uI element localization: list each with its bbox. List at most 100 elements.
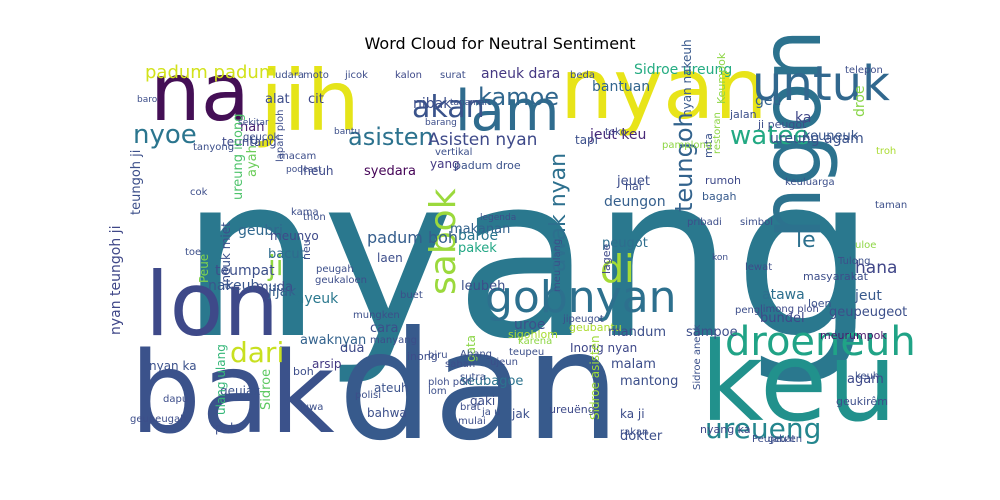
- word-geupeugah: geupeugah: [130, 414, 187, 425]
- word-legenda: legenda: [480, 213, 516, 223]
- word-abang: Abang: [460, 349, 492, 360]
- word-padum-padum: padum padum: [145, 62, 276, 83]
- word-agam: agam: [847, 372, 884, 387]
- word-nyang-ka: nyang ka: [700, 423, 751, 436]
- word-peujabat: Peujabat: [752, 434, 796, 445]
- word-taman: taman: [875, 200, 907, 211]
- word-luwa: luwa: [300, 402, 323, 413]
- word-ureueng: ureueng: [705, 412, 821, 445]
- word-surat: surat: [440, 70, 466, 81]
- word-droe: droe: [852, 85, 868, 117]
- word-nyan: nyan: [560, 40, 768, 138]
- word-brat: brat: [460, 402, 481, 413]
- word-tanaman: tanaman: [450, 98, 490, 108]
- word-pribadi: pribadi: [687, 217, 722, 228]
- word-hai: hai: [625, 180, 642, 193]
- word-geubantu: geubantu: [569, 321, 622, 334]
- word-geubri: geubri: [238, 223, 283, 239]
- word-jih: jih: [258, 52, 360, 150]
- word-pola: pola: [215, 421, 241, 435]
- word-gaki: gaki: [470, 394, 495, 408]
- word-boh: boh: [293, 365, 314, 378]
- word-ureung-inong: ureung inong: [231, 114, 246, 200]
- word-droeneuh: droeneuh: [725, 319, 916, 365]
- word-arsip: arsip: [312, 357, 342, 371]
- word-asisten-nyan: Asisten nyan: [428, 130, 537, 150]
- word-masyarakat: masyarakat: [803, 270, 869, 283]
- word-na: na: [150, 46, 250, 139]
- word-meunyo: meunyo: [270, 229, 319, 243]
- word-pakek: pakek: [458, 241, 497, 256]
- word-uroe: uroe: [514, 317, 546, 333]
- word-peue: Peue: [197, 254, 211, 283]
- word-troh: troh: [876, 146, 896, 157]
- word-keumpok: Keumpok: [715, 52, 728, 104]
- word-sampoe: sampoe: [686, 325, 738, 340]
- word-bantuan: bantuan: [592, 79, 650, 95]
- word-nyan-teungoh-ji: nyan teungoh ji: [108, 226, 124, 335]
- word-podcast: podcast: [286, 165, 322, 175]
- word-sidroe: Sidroe: [259, 369, 274, 410]
- word-teungoh-ji: teungoh ji: [129, 150, 144, 215]
- word-simbol: simbol: [740, 217, 773, 228]
- word-padum-droe: padum droe: [454, 159, 521, 172]
- word-lagee: lagee: [600, 243, 613, 274]
- word-peng: peng: [735, 305, 760, 316]
- word-ateuh: ateuh: [374, 381, 409, 395]
- word-cit: cit: [308, 92, 324, 107]
- word-jak: jak: [511, 407, 530, 421]
- word-sekitar: sekitar: [238, 118, 269, 128]
- word-meu-ulang: meu ulang: [552, 239, 563, 292]
- word-lheuh: lheuh: [300, 164, 334, 178]
- word-dokter: dokter: [620, 429, 663, 444]
- word-jalan: jalan: [729, 108, 757, 121]
- word-manyang: manyang: [370, 335, 417, 346]
- word-geu-en: geu'en: [768, 434, 802, 445]
- word-bacut: bacut: [268, 247, 305, 262]
- word-aneuk-dara: aneuk dara: [481, 66, 560, 82]
- word-jeuet: jeuet: [616, 174, 650, 189]
- word-kon: kon: [712, 253, 728, 263]
- word-sigohlom: sigohlom: [508, 328, 558, 341]
- word-geujak: geujak: [220, 384, 260, 398]
- word-atawa: atawa: [762, 287, 805, 303]
- word-sidroe-aneuk: Sidroe aneuk: [692, 324, 703, 390]
- word-teupeu: teupeu: [509, 347, 544, 358]
- word-saban: saban: [445, 359, 475, 370]
- word-teuntang: teuntang: [222, 135, 277, 149]
- word-nyan-nakeuh: nyan nakeuh: [680, 39, 694, 117]
- word-ngon: ngon: [742, 29, 840, 240]
- word-geukir-m: geukirêm: [836, 395, 888, 408]
- word-lam: lam: [455, 79, 559, 144]
- word-yang: yang: [430, 157, 460, 171]
- word-beda: beda: [570, 70, 595, 81]
- word-toe: toe: [185, 247, 201, 258]
- word-ayah: ayah: [245, 145, 260, 177]
- word-deungon: deungon: [604, 194, 666, 210]
- word-ploh-pon: ploh pon: [428, 377, 472, 388]
- word-jeut: jeut: [854, 288, 882, 304]
- word-neu: neu: [300, 239, 313, 260]
- word-peugot: peugot: [602, 236, 648, 251]
- word-ji-peugot: ji peugot: [757, 118, 807, 131]
- word-ka-ji: ka ji: [620, 407, 645, 421]
- word-macam: macam: [279, 151, 316, 162]
- word-sidroe-ureung: Sidroe ureung: [634, 62, 732, 78]
- word-geukaloen: geukaloen: [315, 275, 367, 286]
- word-jeut-keu: jeut keu: [589, 127, 646, 143]
- word-dapu: dapu: [163, 394, 188, 405]
- word-bagah: bagah: [702, 190, 736, 203]
- word-bak: bak: [130, 329, 335, 459]
- word-akan: akan: [412, 90, 485, 125]
- word-udara: udara: [275, 70, 304, 81]
- word-di: di: [600, 247, 635, 291]
- word-kalon: kalon: [395, 70, 422, 81]
- word-untuk: untuk: [752, 56, 890, 112]
- word-geu: geu: [755, 93, 781, 109]
- word-seubagoe: seubagoe: [460, 374, 523, 389]
- word-awaknyan: awaknyan: [300, 333, 366, 348]
- word-teungoh: teungoh: [670, 112, 698, 212]
- word-baro: baro: [137, 95, 158, 105]
- word-loen: loen: [808, 297, 832, 310]
